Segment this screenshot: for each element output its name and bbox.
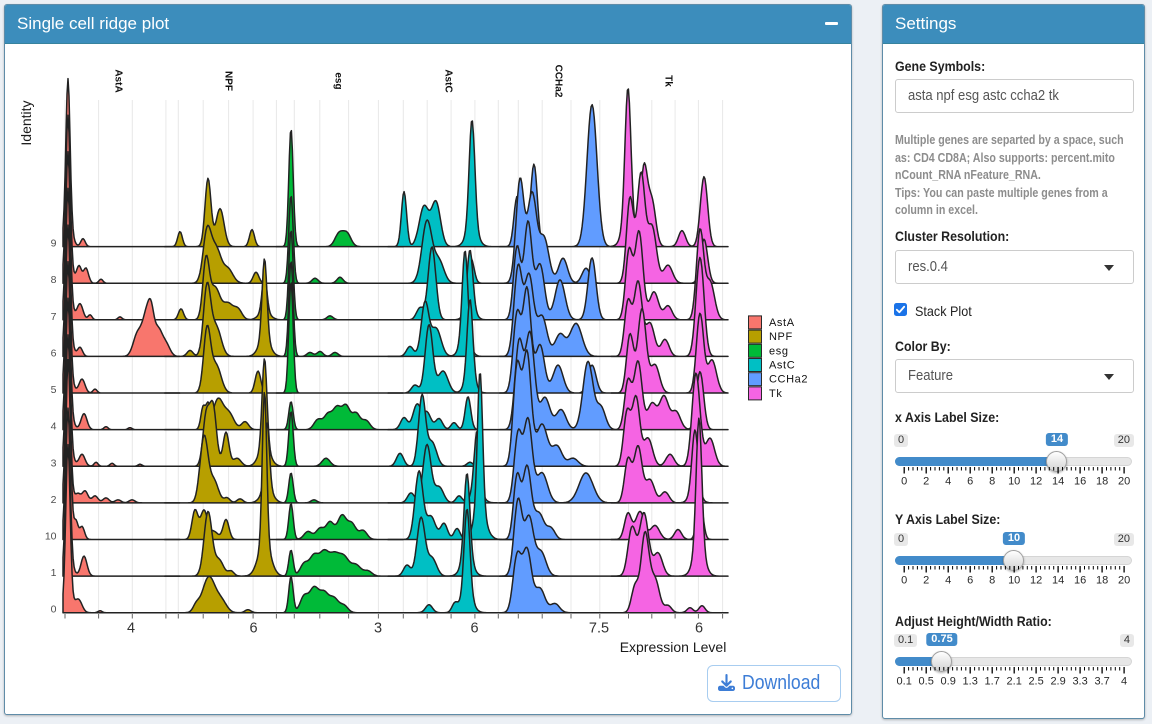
svg-text:1.7: 1.7 <box>985 676 1000 688</box>
svg-text:4: 4 <box>945 575 951 587</box>
svg-text:6: 6 <box>51 347 57 359</box>
svg-text:NPF: NPF <box>223 71 234 91</box>
svg-text:6: 6 <box>967 476 973 488</box>
svg-text:4: 4 <box>945 476 951 488</box>
svg-text:7: 7 <box>51 311 57 323</box>
svg-text:6: 6 <box>695 621 703 637</box>
svg-text:0.5: 0.5 <box>919 676 934 688</box>
svg-text:2: 2 <box>923 476 929 488</box>
svg-text:20: 20 <box>1118 476 1130 488</box>
svg-text:AstC: AstC <box>443 69 454 92</box>
svg-text:2: 2 <box>923 575 929 587</box>
svg-text:2: 2 <box>51 494 57 506</box>
svg-text:Tk: Tk <box>663 75 674 87</box>
svg-text:AstA: AstA <box>113 69 124 92</box>
svg-text:7.5: 7.5 <box>589 621 609 637</box>
svg-text:14: 14 <box>1052 476 1064 488</box>
svg-text:Identity: Identity <box>18 100 34 145</box>
svg-text:16: 16 <box>1074 476 1086 488</box>
svg-text:2.5: 2.5 <box>1028 676 1043 688</box>
svg-text:8: 8 <box>989 476 995 488</box>
svg-text:2.1: 2.1 <box>1007 676 1022 688</box>
svg-text:0: 0 <box>51 604 57 616</box>
svg-text:1.3: 1.3 <box>963 676 978 688</box>
svg-text:18: 18 <box>1096 476 1108 488</box>
svg-text:3.3: 3.3 <box>1072 676 1087 688</box>
svg-text:4: 4 <box>51 421 57 433</box>
svg-text:18: 18 <box>1096 575 1108 587</box>
svg-text:Expression Level: Expression Level <box>620 639 727 655</box>
svg-text:AstC: AstC <box>769 360 795 372</box>
svg-text:2.9: 2.9 <box>1050 676 1065 688</box>
svg-text:0.9: 0.9 <box>941 676 956 688</box>
svg-text:3: 3 <box>374 621 382 637</box>
svg-text:0.1: 0.1 <box>897 676 912 688</box>
svg-text:CCHa2: CCHa2 <box>553 65 564 98</box>
svg-text:10: 10 <box>1008 575 1020 587</box>
svg-text:3.7: 3.7 <box>1094 676 1109 688</box>
svg-text:4: 4 <box>1121 676 1127 688</box>
svg-text:8: 8 <box>989 575 995 587</box>
svg-text:12: 12 <box>1030 575 1042 587</box>
svg-text:esg: esg <box>769 345 789 357</box>
svg-text:6: 6 <box>967 575 973 587</box>
svg-text:NPF: NPF <box>769 331 793 343</box>
svg-text:4: 4 <box>127 621 135 637</box>
svg-text:1: 1 <box>51 567 57 579</box>
svg-text:10: 10 <box>1008 476 1020 488</box>
svg-text:0: 0 <box>901 476 907 488</box>
svg-text:12: 12 <box>1030 476 1042 488</box>
svg-text:6: 6 <box>249 621 257 637</box>
svg-text:esg: esg <box>333 72 344 89</box>
svg-text:CCHa2: CCHa2 <box>769 374 808 386</box>
svg-text:6: 6 <box>470 621 478 637</box>
svg-text:16: 16 <box>1074 575 1086 587</box>
svg-text:AstA: AstA <box>769 317 795 329</box>
svg-text:14: 14 <box>1052 575 1064 587</box>
svg-text:0: 0 <box>901 575 907 587</box>
svg-text:3: 3 <box>51 457 57 469</box>
svg-text:8: 8 <box>51 274 57 286</box>
svg-text:10: 10 <box>45 531 57 543</box>
svg-text:20: 20 <box>1118 575 1130 587</box>
svg-text:5: 5 <box>51 384 57 396</box>
svg-text:Tk: Tk <box>769 388 782 400</box>
svg-text:9: 9 <box>51 238 57 250</box>
